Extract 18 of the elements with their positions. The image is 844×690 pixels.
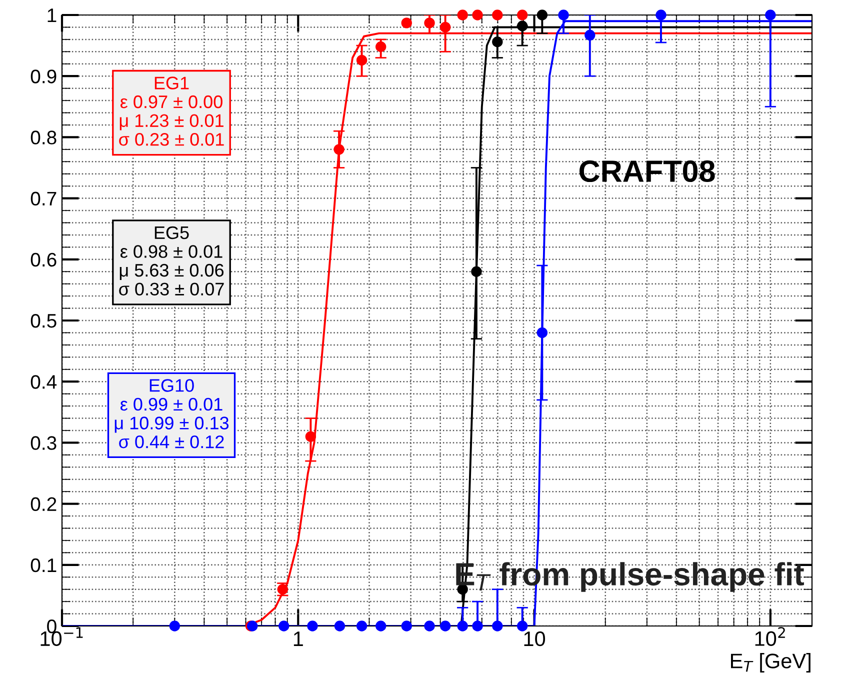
- y-tick-label: 0.8: [30, 130, 56, 144]
- y-tick-label: 0.4: [30, 375, 57, 389]
- y-tick-label: 0.6: [30, 252, 56, 267]
- y-tick-label: 0.7: [30, 192, 56, 206]
- y-tick-label: 0.5: [30, 314, 56, 328]
- x-tick-label: 10$^{2}$: [755, 627, 785, 646]
- x-tick-label: 1: [294, 632, 303, 646]
- annotation: EG5 ε 0.98 ± 0.01 μ 5.63 ± 0.06 σ 0.33 ± 0.07: [119, 226, 224, 296]
- y-tick-label: 1: [48, 8, 56, 22]
- annotation: EG1 ε 0.97 ± 0.00 μ 1.23 ± 0.01 σ 0.23 ± 0.01: [119, 76, 224, 146]
- annotation: EG10 ε 0.99 ± 0.01 μ 10.99 ± 0.13 σ 0.44 ± 0.12: [114, 379, 229, 448]
- x-axis-title: E$_{T}$ [GeV]: [731, 653, 810, 672]
- y-tick-label: 0.2: [30, 497, 56, 512]
- y-tick-label: 0.1: [30, 558, 56, 572]
- y-tick-label: 0.9: [30, 70, 56, 84]
- x-tick-label: 10: [524, 631, 546, 646]
- annotation: CRAFT08: [580, 160, 715, 182]
- y-tick-label: 0.3: [30, 436, 56, 450]
